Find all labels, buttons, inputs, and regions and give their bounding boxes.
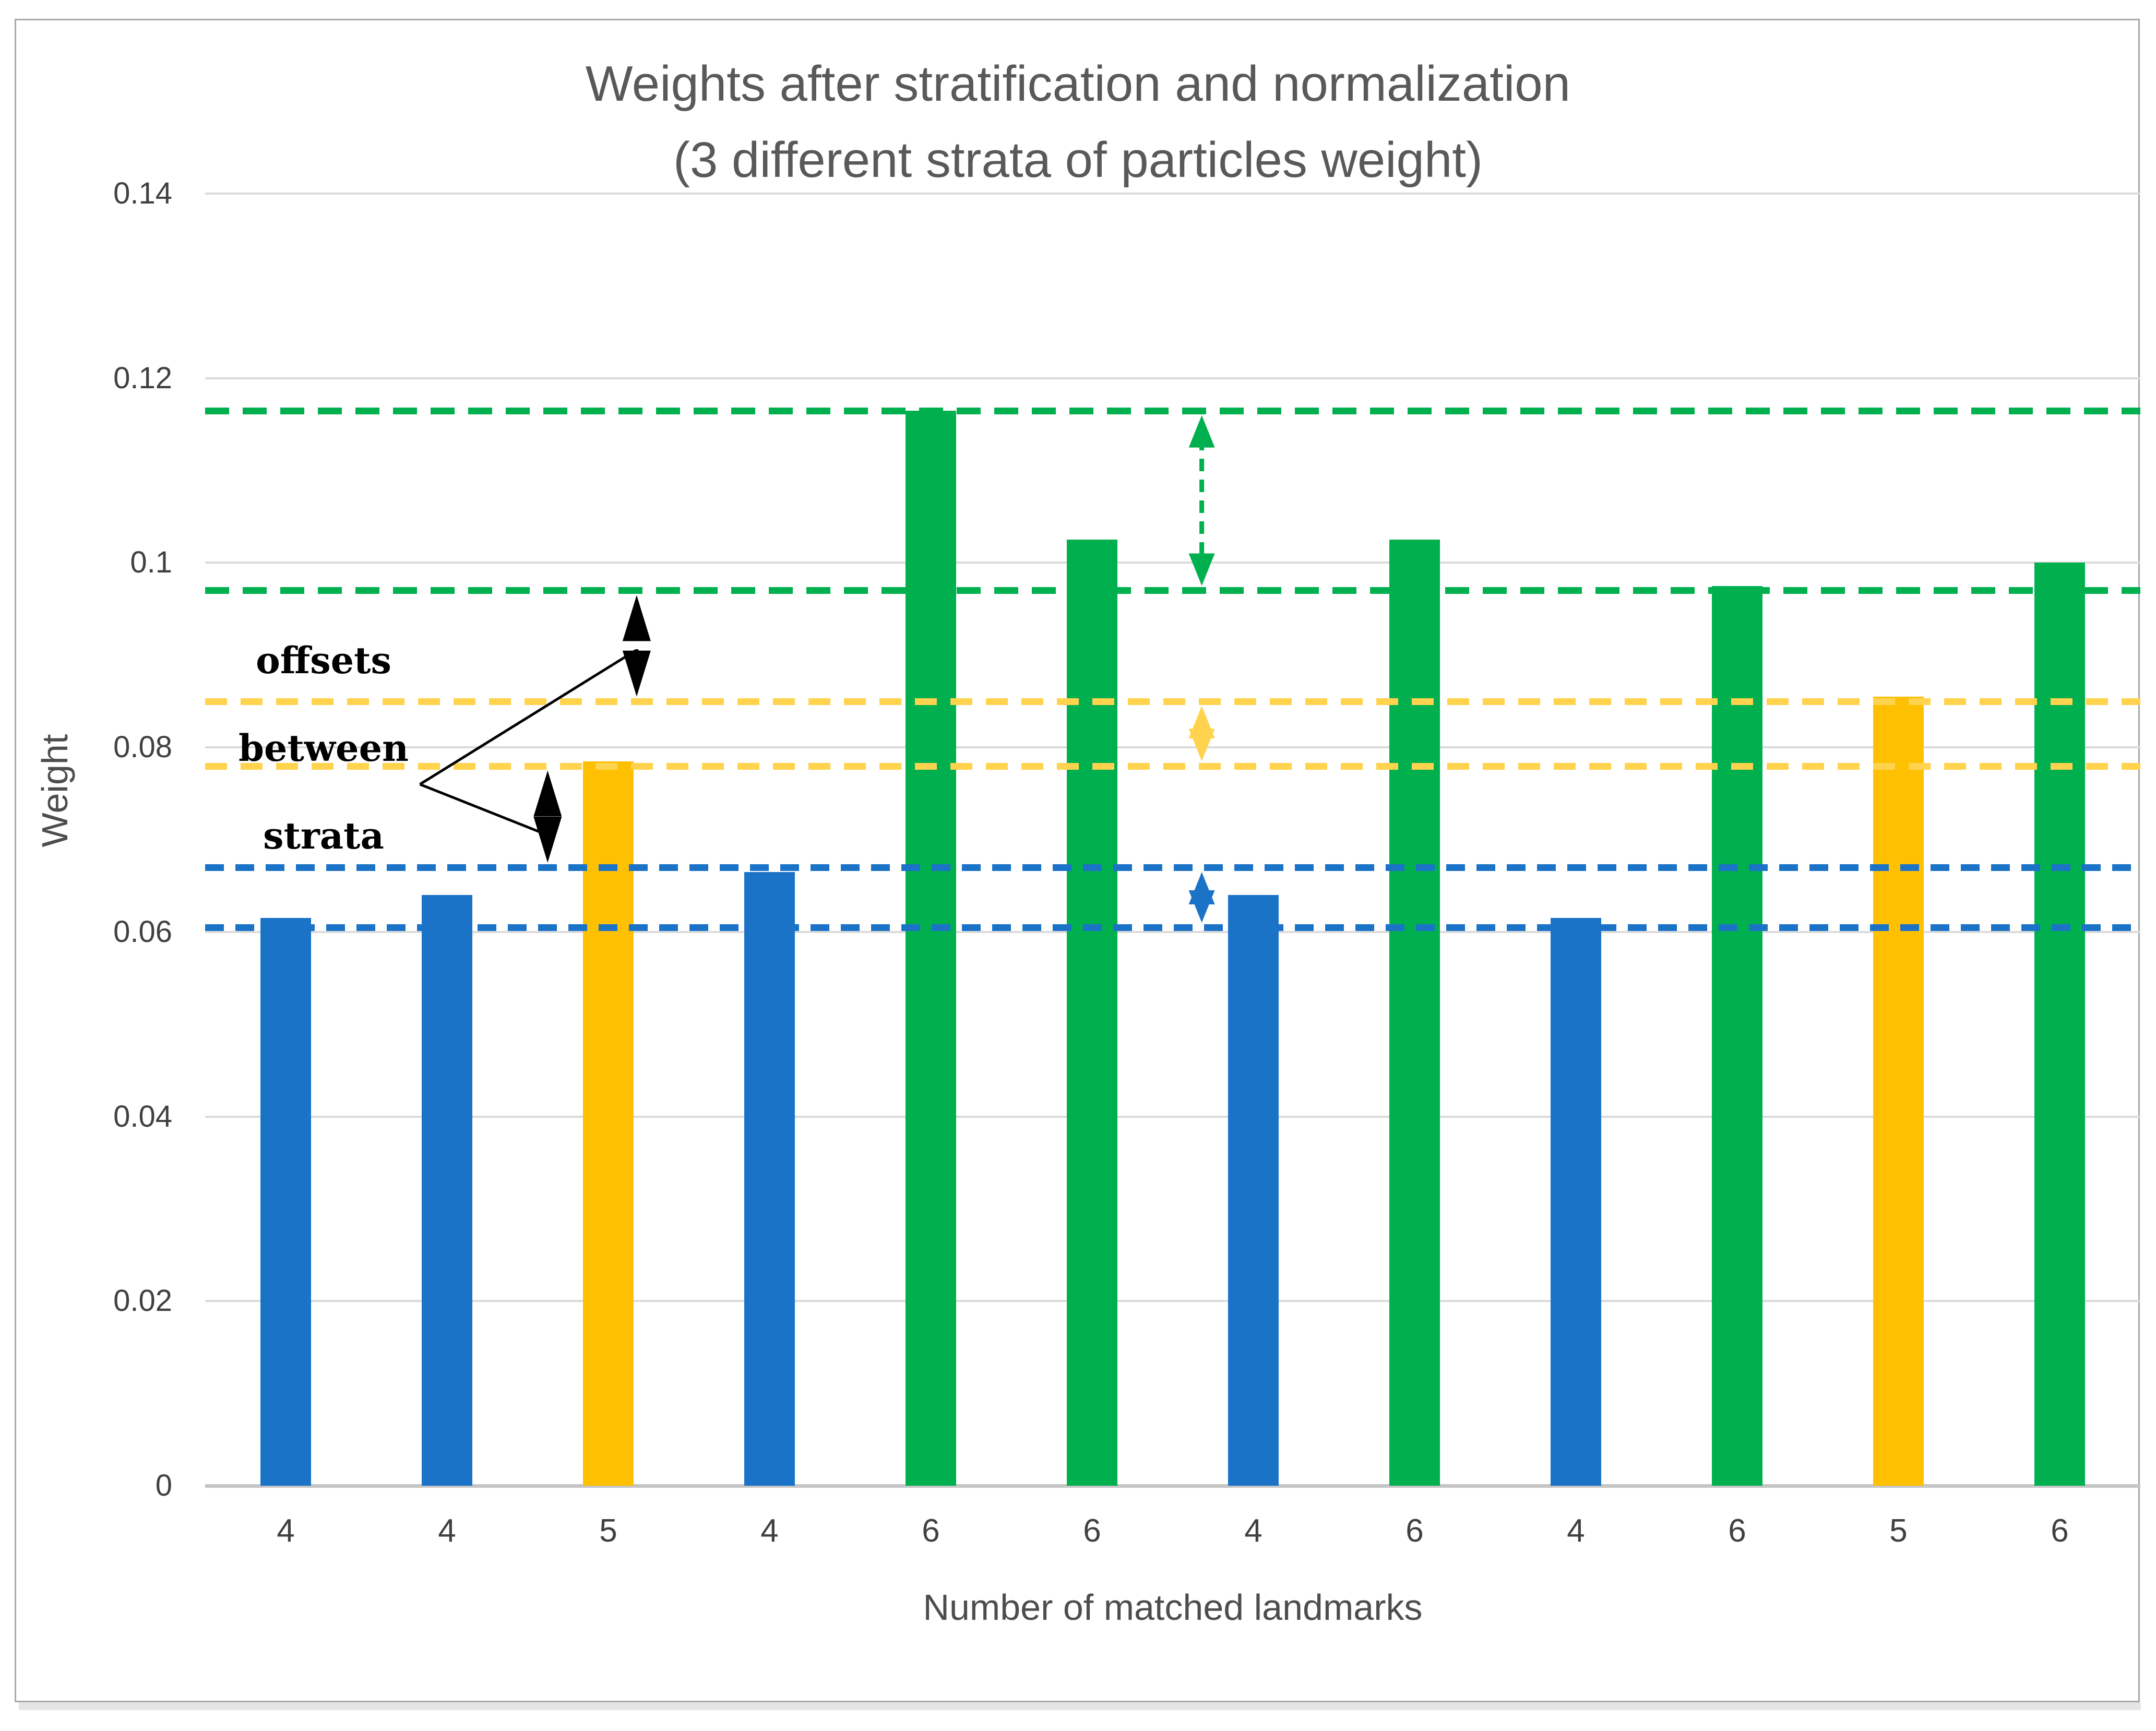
y-axis-title: Weight xyxy=(34,734,75,847)
bar xyxy=(1067,540,1117,1486)
gridline xyxy=(205,562,2140,564)
annotation-connector-line xyxy=(419,649,637,786)
strata-line-middle-upper xyxy=(205,698,2140,705)
offset-arrow-head-up xyxy=(622,595,651,641)
bar xyxy=(1712,586,1762,1486)
gridline xyxy=(205,1300,2140,1303)
category-label: 6 xyxy=(922,1513,940,1549)
category-label: 4 xyxy=(760,1513,779,1549)
y-tick-label: 0.08 xyxy=(113,730,172,765)
category-label: 4 xyxy=(438,1513,456,1549)
category-label: 5 xyxy=(1889,1513,1908,1549)
category-label: 6 xyxy=(1728,1513,1746,1549)
y-tick-label: 0.06 xyxy=(113,914,172,949)
offsets-annotation: offsets between strata xyxy=(230,617,418,880)
offset-arrow-head-up xyxy=(1188,415,1215,448)
strata-line-middle-lower xyxy=(205,762,2140,770)
bar xyxy=(583,761,634,1486)
strata-line-low-lower xyxy=(205,924,2140,931)
gridline xyxy=(205,746,2140,749)
bar xyxy=(2034,563,2085,1486)
y-tick-label: 0.1 xyxy=(130,545,172,580)
category-label: 5 xyxy=(599,1513,617,1549)
y-tick-label: 0.14 xyxy=(113,176,172,210)
annotation-line-offsets: offsets xyxy=(256,639,391,682)
offset-arrow-head-down xyxy=(1188,553,1215,586)
gridline xyxy=(205,1115,2140,1118)
bar xyxy=(260,918,311,1486)
x-axis-title: Number of matched landmarks xyxy=(923,1587,1423,1628)
category-label: 6 xyxy=(1405,1513,1424,1549)
strata-line-high-upper xyxy=(205,407,2140,414)
annotation-connector-line xyxy=(419,783,549,837)
y-tick-label: 0 xyxy=(155,1469,172,1502)
category-label: 6 xyxy=(1083,1513,1101,1549)
bar xyxy=(1389,540,1440,1486)
frame-shadow xyxy=(19,1702,2141,1710)
y-tick-label: 0.02 xyxy=(113,1284,172,1318)
offset-arrow-head-down xyxy=(533,817,562,863)
bar xyxy=(422,895,472,1486)
offset-arrow-head-down xyxy=(622,650,651,697)
category-label: 4 xyxy=(277,1513,295,1549)
chart-title-line-2: (3 different strata of particles weight) xyxy=(673,132,1483,188)
category-label: 6 xyxy=(2051,1513,2069,1549)
y-tick-label: 0.04 xyxy=(113,1099,172,1133)
x-axis-line xyxy=(205,1484,2140,1488)
annotation-line-strata: strata xyxy=(263,814,384,857)
gridline xyxy=(205,193,2140,195)
offset-arrow-head-down xyxy=(1188,890,1215,923)
chart-title-line-1: Weights after stratification and normali… xyxy=(585,56,1571,112)
chart-title: Weights after stratification and normali… xyxy=(0,46,2156,198)
strata-line-low-upper xyxy=(205,864,2140,872)
gridline xyxy=(205,930,2140,933)
offset-arrow-head-down xyxy=(1188,729,1215,761)
gridline xyxy=(205,377,2140,379)
y-tick-label: 0.12 xyxy=(113,361,172,395)
bar xyxy=(1551,918,1601,1486)
offset-arrow-head-up xyxy=(533,770,562,817)
bar xyxy=(1873,696,1924,1486)
strata-line-high-lower xyxy=(205,587,2140,594)
bar xyxy=(1228,895,1279,1486)
category-label: 4 xyxy=(1567,1513,1585,1549)
category-label: 4 xyxy=(1244,1513,1262,1549)
annotation-line-between: between xyxy=(238,726,409,770)
bar xyxy=(744,872,795,1486)
